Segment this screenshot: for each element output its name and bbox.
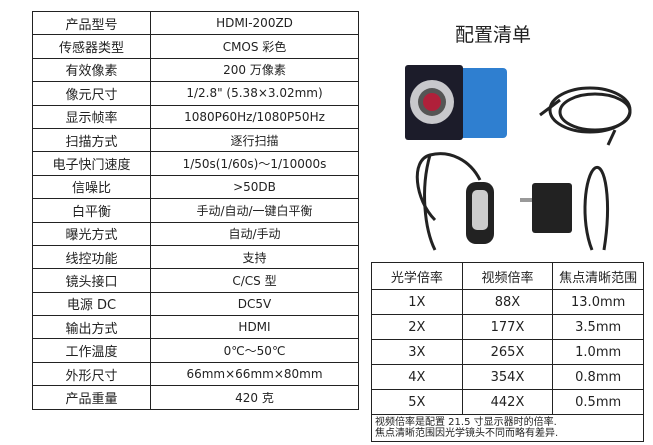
table-cell: 1.0mm — [552, 339, 644, 365]
table-cell: 3.5mm — [552, 314, 644, 340]
spec-row: 产品型号 HDMI-200ZD — [32, 10, 359, 36]
note-line: 视频倍率是配置 21.5 寸显示器时的倍率. — [375, 417, 557, 428]
spec-value: HDMI-200ZD — [150, 10, 359, 36]
spec-value: 66mm×66mm×80mm — [150, 361, 359, 387]
spec-value: 自动/手动 — [150, 221, 359, 246]
spec-value: 420 克 — [150, 385, 359, 410]
table-row: 4X 354X 0.8mm — [371, 364, 644, 390]
spec-label: 显示帧率 — [32, 104, 151, 129]
table-row: 3X 265X 1.0mm — [371, 339, 644, 365]
table-cell: 2X — [371, 314, 463, 340]
spec-label: 电源 DC — [32, 291, 151, 317]
spec-value: 支持 — [150, 244, 359, 270]
spec-value: 1/2.8" (5.38×3.02mm) — [150, 81, 359, 106]
table-cell: 13.0mm — [552, 289, 644, 315]
spec-row: 曝光方式 自动/手动 — [32, 221, 359, 246]
spec-value: 0℃～50℃ — [150, 338, 359, 363]
spec-label: 工作温度 — [32, 338, 151, 363]
spec-row: 外形尺寸 66mm×66mm×80mm — [32, 361, 359, 387]
spec-row: 有效像素 200 万像素 — [32, 57, 359, 83]
spec-label: 产品型号 — [32, 10, 151, 36]
table-cell: 442X — [461, 389, 554, 415]
spec-value: HDMI — [150, 315, 359, 340]
spec-label: 扫描方式 — [32, 127, 151, 153]
spec-row: 电子快门速度 1/50s(1/60s)～1/10000s — [32, 151, 359, 176]
table-row: 5X 442X 0.5mm — [371, 389, 644, 415]
spec-value: C/CS 型 — [150, 268, 359, 293]
spec-row: 电源 DC DC5V — [32, 291, 359, 317]
remote-control-image — [415, 152, 494, 251]
spec-row: 线控功能 支持 — [32, 244, 359, 270]
spec-value: DC5V — [150, 291, 359, 317]
spec-value: 逐行扫描 — [150, 127, 359, 153]
spec-row: 显示帧率 1080P60Hz/1080P50Hz — [32, 104, 359, 129]
power-adapter-image — [520, 183, 572, 233]
table-cell: 3X — [371, 339, 463, 365]
camera-image — [405, 65, 507, 140]
table-cell: 177X — [461, 314, 554, 340]
spec-value: 1080P60Hz/1080P50Hz — [150, 104, 359, 129]
spec-row: 扫描方式 逐行扫描 — [32, 127, 359, 153]
spec-value: >50DB — [150, 174, 359, 200]
table-cell: 88X — [461, 289, 554, 315]
column-header: 光学倍率 — [371, 262, 463, 290]
note-line: 焦点清晰范围因光学镜头不同而略有差异. — [375, 428, 559, 439]
spec-label: 白平衡 — [32, 198, 151, 223]
table-cell: 1X — [371, 289, 463, 315]
spec-label: 信噪比 — [32, 174, 151, 200]
spec-row: 输出方式 HDMI — [32, 315, 359, 340]
spec-row: 传感器类型 CMOS 彩色 — [32, 34, 359, 59]
table-cell: 354X — [461, 364, 554, 390]
usb-cable-image — [583, 165, 609, 251]
spec-value: CMOS 彩色 — [150, 34, 359, 59]
hdmi-cable-image — [539, 86, 632, 146]
spec-label: 像元尺寸 — [32, 81, 151, 106]
table-note: 视频倍率是配置 21.5 寸显示器时的倍率. 焦点清晰范围因光学镜头不同而略有差异… — [371, 414, 644, 442]
spec-row: 镜头接口 C/CS 型 — [32, 268, 359, 293]
spec-label: 外形尺寸 — [32, 361, 151, 387]
spec-row: 白平衡 手动/自动/一键白平衡 — [32, 198, 359, 223]
spec-label: 线控功能 — [32, 244, 151, 270]
table-cell: 4X — [371, 364, 463, 390]
column-header: 视频倍率 — [461, 262, 554, 290]
spec-label: 曝光方式 — [32, 221, 151, 246]
spec-value: 200 万像素 — [150, 57, 359, 83]
spec-label: 电子快门速度 — [32, 151, 151, 176]
spec-label: 输出方式 — [32, 315, 151, 340]
spec-value: 1/50s(1/60s)～1/10000s — [150, 151, 359, 176]
table-cell: 265X — [461, 339, 554, 365]
table-cell: 5X — [371, 389, 463, 415]
spec-table: 产品型号 HDMI-200ZD 传感器类型 CMOS 彩色 有效像素 200 万像素 像元尺… — [32, 10, 359, 410]
spec-value: 手动/自动/一键白平衡 — [150, 198, 359, 223]
spec-row: 像元尺寸 1/2.8" (5.38×3.02mm) — [32, 81, 359, 106]
package-contents-image — [405, 65, 632, 251]
spec-label: 有效像素 — [32, 57, 151, 83]
config-list-title: 配置清单 — [455, 24, 532, 46]
table-row: 2X 177X 3.5mm — [371, 314, 644, 340]
magnification-table: 光学倍率 视频倍率 焦点清晰范围 1X 88X 13.0mm 2X 177X 3.5mm 3X 2… — [371, 262, 644, 442]
spec-row: 工作温度 0℃～50℃ — [32, 338, 359, 363]
table-cell: 0.8mm — [552, 364, 644, 390]
spec-label: 传感器类型 — [32, 34, 151, 59]
spec-row: 信噪比 >50DB — [32, 174, 359, 200]
column-header: 焦点清晰范围 — [552, 262, 644, 290]
table-cell: 0.5mm — [552, 389, 644, 415]
spec-label: 产品重量 — [32, 385, 151, 410]
spec-row: 产品重量 420 克 — [32, 385, 359, 410]
spec-label: 镜头接口 — [32, 268, 151, 293]
table-row: 1X 88X 13.0mm — [371, 289, 644, 315]
